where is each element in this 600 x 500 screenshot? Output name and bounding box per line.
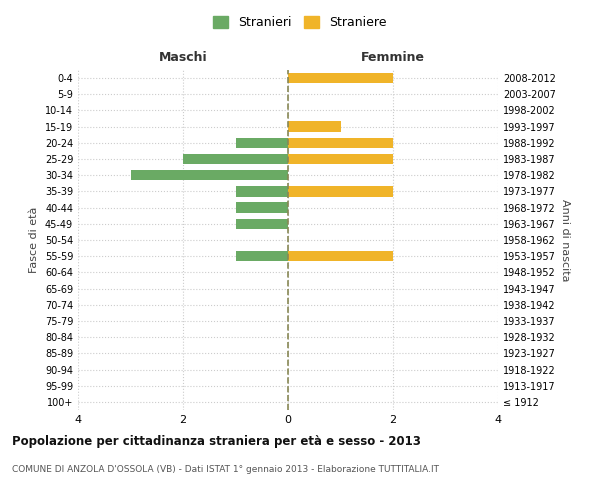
Bar bbox=[288, 138, 393, 148]
Text: Femmine: Femmine bbox=[361, 50, 425, 64]
Bar bbox=[288, 154, 393, 164]
Bar bbox=[235, 218, 288, 229]
Bar bbox=[130, 170, 288, 180]
Bar bbox=[288, 186, 393, 196]
Bar bbox=[288, 73, 393, 84]
Bar bbox=[288, 251, 393, 262]
Y-axis label: Anni di nascita: Anni di nascita bbox=[560, 198, 569, 281]
Bar bbox=[288, 122, 341, 132]
Bar bbox=[235, 202, 288, 213]
Bar bbox=[235, 138, 288, 148]
Text: Popolazione per cittadinanza straniera per età e sesso - 2013: Popolazione per cittadinanza straniera p… bbox=[12, 435, 421, 448]
Bar bbox=[235, 251, 288, 262]
Bar bbox=[235, 186, 288, 196]
Legend: Stranieri, Straniere: Stranieri, Straniere bbox=[208, 11, 392, 34]
Text: COMUNE DI ANZOLA D'OSSOLA (VB) - Dati ISTAT 1° gennaio 2013 - Elaborazione TUTTI: COMUNE DI ANZOLA D'OSSOLA (VB) - Dati IS… bbox=[12, 465, 439, 474]
Y-axis label: Fasce di età: Fasce di età bbox=[29, 207, 39, 273]
Text: Maschi: Maschi bbox=[158, 50, 208, 64]
Bar bbox=[183, 154, 288, 164]
